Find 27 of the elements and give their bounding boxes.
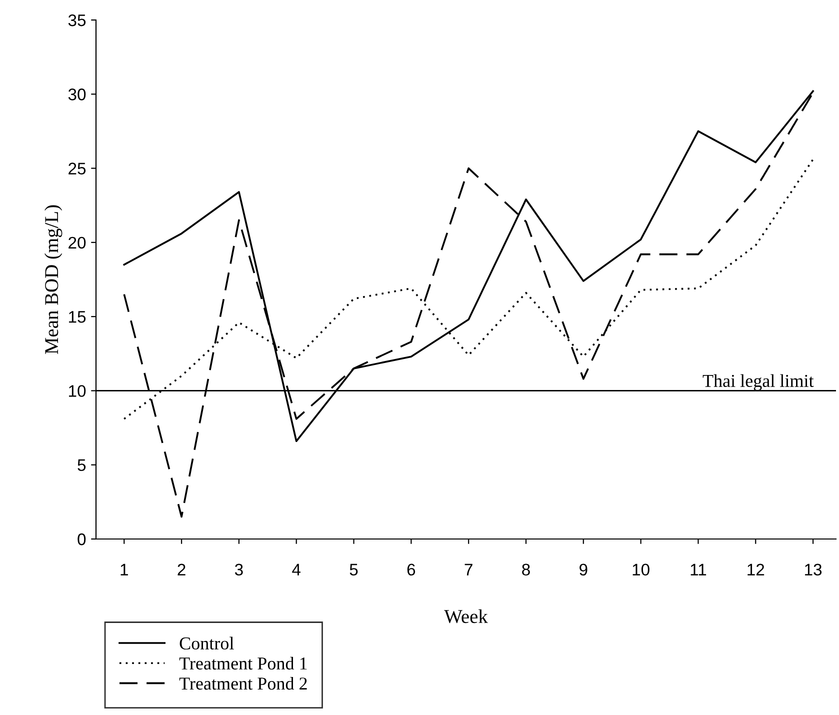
x-tick-label: 3 — [234, 564, 243, 576]
x-tick-label: 10 — [632, 564, 650, 576]
y-tick-label: 10 — [69, 385, 86, 397]
y-tick-label: 15 — [69, 311, 86, 323]
x-tick-label: 11 — [690, 564, 706, 576]
x-tick-label: 9 — [580, 564, 588, 576]
x-tick-label: 4 — [292, 564, 301, 576]
y-tick-label: 0 — [78, 533, 86, 546]
y-axis-title: Mean BOD (mg/L) — [44, 205, 62, 354]
x-tick-label: 8 — [522, 564, 530, 576]
x-tick-label: 2 — [178, 564, 186, 576]
y-tick-label: 35 — [68, 14, 86, 26]
x-axis-title: Week — [444, 609, 488, 624]
x-tick-label: 1 — [120, 564, 128, 576]
y-tick-label: 30 — [68, 88, 86, 100]
x-tick-label: 5 — [350, 564, 358, 576]
y-tick-label: 5 — [78, 459, 86, 472]
ref-line-label: Thai legal limit — [702, 374, 814, 391]
legend-label: Control — [180, 636, 234, 650]
x-tick-label: 12 — [748, 564, 764, 576]
legend-label: Treatment Pond 2 — [179, 676, 307, 690]
legend-label: Treatment Pond 1 — [179, 656, 307, 670]
x-tick-label: 13 — [805, 564, 822, 576]
x-tick-label: 6 — [407, 564, 416, 576]
x-tick-label: 7 — [464, 564, 472, 576]
y-tick-label: 25 — [68, 162, 86, 174]
y-tick-label: 20 — [68, 236, 86, 249]
